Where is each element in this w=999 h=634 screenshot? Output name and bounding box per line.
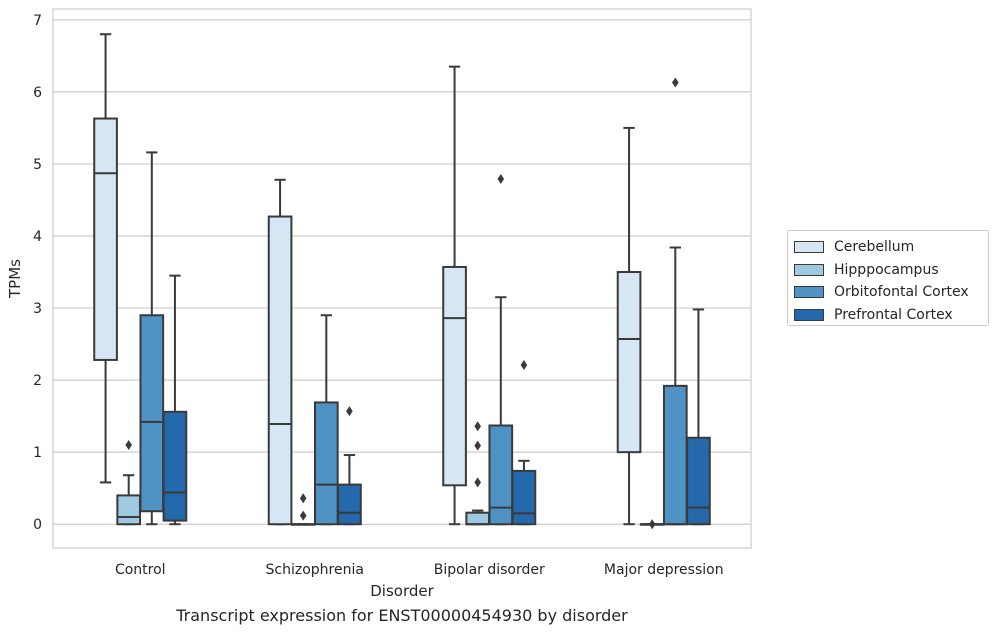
y-tick-label: 1 [33,445,42,461]
x-tick-label: Control [115,562,166,578]
box-hipppocampus [116,439,142,526]
legend-item: Cerebellum [794,236,988,259]
legend-swatch [794,241,824,254]
x-tick-labels: Control Schizophrenia Bipolar disorder Majo… [115,562,724,578]
legend-item: Prefrontal Cortex [794,304,988,327]
box-prefrontal-cortex [511,359,537,526]
box-iqr [465,511,491,526]
box-hipppocampus [639,519,665,530]
outlier-point [520,359,528,370]
outlier-point [648,519,656,530]
outlier-point [299,493,307,504]
legend-label: Hipppocampus [834,261,939,278]
outlier-point [474,477,481,488]
outlier-point [474,421,481,432]
box-iqr [93,117,118,361]
outlier-point [299,510,307,521]
legend-swatch [794,286,824,299]
legend-label: Prefrontal Cortex [834,306,953,323]
box-orbitofontal-cortex [313,314,339,526]
legend-item: Hipppocampus [794,259,988,282]
box-prefrontal-cortex [337,406,362,526]
box-cerebellum [93,33,118,484]
legend: Cerebellum Hipppocampus Orbitofontal Corte… [787,230,989,326]
y-axis-label: TPMs [6,259,24,299]
x-tick-label: Bipolar disorder [434,562,545,578]
x-tick-label: Schizophrenia [266,562,364,578]
legend-swatch [794,263,824,276]
box-prefrontal-cortex [686,308,711,526]
box-iqr [313,401,339,526]
box-plot-series [93,33,711,530]
box-iqr [116,494,142,526]
box-iqr [337,483,362,526]
box-cerebellum [267,178,293,526]
box-orbitofontal-cortex [488,174,514,526]
legend-label: Cerebellum [834,239,915,256]
x-axis-label: Disorder [370,582,434,600]
box-hipppocampus [290,493,316,526]
chart-caption: Transcript expression for ENST0000045493… [176,606,628,625]
box-iqr [442,265,467,487]
box-orbitofontal-cortex [662,77,688,526]
outlier-point [346,406,353,417]
y-tick-label: 3 [33,301,42,317]
outlier-point [497,174,505,185]
box-iqr [616,271,642,454]
box-iqr [139,314,165,513]
box-cerebellum [616,126,642,526]
box-iqr [686,436,711,526]
y-tick-label: 5 [33,157,42,173]
y-tick-labels: 0 1 2 3 4 5 6 7 [33,13,42,533]
y-tick-label: 0 [33,517,42,533]
outlier-point [474,440,481,451]
box-iqr [511,469,537,526]
plot-frame [52,8,752,549]
y-tick-label: 2 [33,373,42,389]
box-iqr [267,215,293,526]
box-iqr [488,424,514,526]
legend-item: Orbitofontal Cortex [794,281,988,304]
box-iqr [162,410,188,522]
y-tick-label: 4 [33,229,42,245]
box-cerebellum [442,65,467,526]
box-iqr [662,384,688,526]
y-tick-label: 7 [33,13,42,29]
outlier-point [672,77,679,88]
box-prefrontal-cortex [162,274,188,526]
y-tick-label: 6 [33,85,42,101]
outlier-point [125,439,132,450]
box-orbitofontal-cortex [139,151,165,526]
legend-swatch [794,308,824,321]
legend-label: Orbitofontal Cortex [834,284,969,301]
box-hipppocampus [465,421,491,526]
x-tick-label: Major depression [604,562,724,578]
